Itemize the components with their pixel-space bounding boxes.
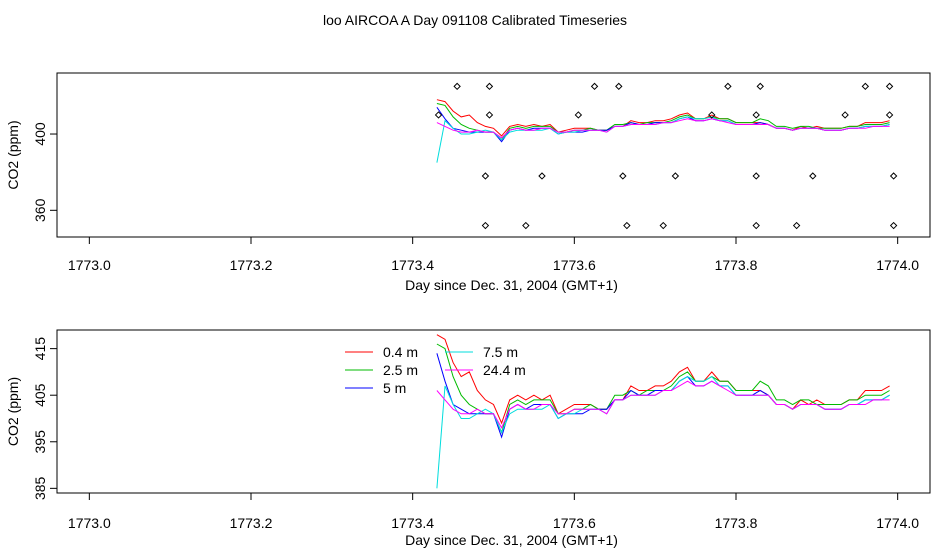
- diamond-marker: [671, 172, 680, 180]
- diamond-marker: [885, 82, 894, 91]
- diamond-marker: [481, 221, 490, 230]
- series-line-1: [436, 99, 890, 137]
- x-tick-label: 1773.4: [391, 515, 434, 531]
- diamond-marker: [752, 111, 760, 119]
- diamond-marker: [708, 111, 716, 119]
- x-tick-label: 1773.2: [230, 515, 273, 531]
- diamond-marker: [481, 172, 490, 180]
- diamond-marker: [889, 172, 898, 180]
- x-tick-label: 1773.6: [553, 257, 596, 273]
- diamond-marker: [724, 82, 732, 91]
- y-axis-label: CO2 (ppm): [5, 120, 21, 189]
- diamond-marker: [522, 221, 530, 230]
- x-tick-label: 1773.0: [68, 257, 111, 273]
- diamond-marker: [659, 221, 667, 230]
- legend-label: 0.4 m: [383, 344, 418, 360]
- diamond-marker: [752, 221, 760, 230]
- y-tick-label: 405: [32, 383, 48, 407]
- x-tick-label: 1773.2: [230, 257, 273, 273]
- diamond-marker: [574, 111, 583, 119]
- x-tick-label: 1773.6: [553, 515, 596, 531]
- diamond-marker: [623, 221, 631, 230]
- diamond-marker: [590, 82, 599, 91]
- series-group: [436, 99, 890, 163]
- diamond-marker: [885, 111, 894, 119]
- legend-label: 24.4 m: [483, 362, 526, 378]
- plot-frame: [56, 329, 931, 494]
- series-line-5: [436, 118, 890, 139]
- diamond-marker: [485, 82, 494, 91]
- diamond-marker: [485, 111, 494, 119]
- series-line-4: [436, 116, 890, 163]
- chart-title: loo AIRCOA A Day 091108 Calibrated Times…: [323, 12, 627, 28]
- diamond-marker: [752, 172, 760, 180]
- x-tick-label: 1773.8: [715, 515, 758, 531]
- diamond-marker: [841, 111, 849, 119]
- y-tick-label: 400: [32, 122, 48, 146]
- x-tick-label: 1773.0: [68, 515, 111, 531]
- series-line-5: [436, 380, 890, 429]
- series-line-1: [436, 334, 890, 425]
- panel-top: 1773.0 1773.2 1773.4 1773.6 1773.8 1774.0 360 4…: [5, 72, 931, 293]
- y-tick-label: 385: [32, 476, 48, 500]
- diamond-marker: [619, 172, 627, 180]
- diamond-marker: [889, 221, 898, 230]
- legend-label: 5 m: [383, 380, 406, 396]
- diamond-marker: [615, 82, 623, 91]
- x-axis-label: Day since Dec. 31, 2004 (GMT+1): [405, 277, 618, 293]
- x-tick-label: 1774.0: [876, 257, 919, 273]
- legend-label: 7.5 m: [483, 344, 518, 360]
- diamond-marker: [861, 82, 870, 91]
- x-tick-label: 1774.0: [876, 515, 919, 531]
- x-tick-label: 1773.8: [715, 257, 758, 273]
- diamond-marker: [756, 82, 764, 91]
- legend-label: 2.5 m: [383, 362, 418, 378]
- y-tick-label: 415: [32, 337, 48, 361]
- y-tick-label: 395: [32, 430, 48, 454]
- panel-bottom: 1773.0 1773.2 1773.4 1773.6 1773.8 1774.0 385 3…: [5, 329, 931, 548]
- diamond-marker: [453, 82, 461, 91]
- series-group: [436, 334, 890, 489]
- diamond-marker: [809, 172, 817, 180]
- diamond-marker: [792, 221, 801, 230]
- diamond-marker: [538, 172, 546, 180]
- y-axis-label: CO2 (ppm): [5, 377, 21, 446]
- plot-frame: [56, 72, 931, 238]
- series-line-4: [436, 375, 890, 489]
- x-axis-label: Day since Dec. 31, 2004 (GMT+1): [405, 532, 618, 548]
- x-tick-label: 1773.4: [391, 257, 434, 273]
- diamond-marker: [434, 111, 443, 119]
- y-tick-label: 360: [32, 198, 48, 222]
